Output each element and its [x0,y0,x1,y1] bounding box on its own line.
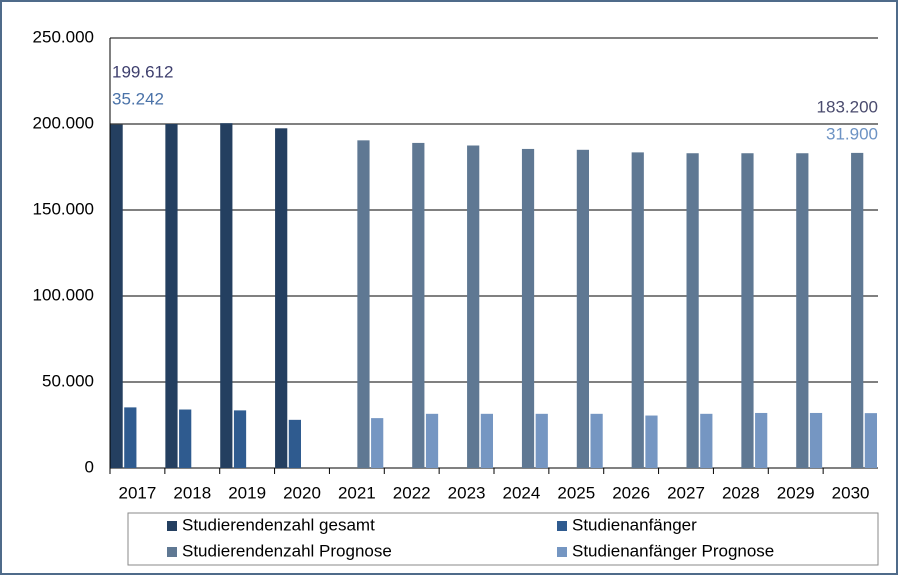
x-tick-label: 2017 [119,483,157,502]
x-tick-label: 2025 [557,483,595,502]
bar [535,413,548,468]
y-tick-label: 150.000 [33,199,94,218]
bar [124,407,137,468]
y-tick-label: 100.000 [33,285,94,304]
y-tick-label: 200.000 [33,113,94,132]
bar [631,152,644,468]
x-tick-label: 2026 [612,483,650,502]
legend-label: Studierendenzahl Prognose [182,541,392,560]
bar [700,413,713,468]
bar [521,148,535,468]
legend-swatch [557,547,567,557]
bar [179,409,192,468]
legend-box [127,512,879,566]
bar [165,124,178,468]
data-label: 31.900 [826,124,878,143]
bar [425,413,439,468]
bar [686,153,699,469]
x-tick-label: 2023 [448,483,486,502]
bar [851,152,864,468]
legend-swatch [167,521,177,531]
legend-label: Studienanfänger [572,515,697,534]
legend-swatch [167,547,177,557]
bar [357,140,370,468]
bar [275,128,288,469]
x-tick-label: 2021 [338,483,376,502]
x-tick-label: 2027 [667,483,705,502]
bar [288,419,301,468]
bar [412,142,425,469]
legend-label: Studierendenzahl gesamt [182,515,375,534]
bar [590,413,603,468]
bar [110,124,123,468]
bar [220,123,233,468]
x-tick-label: 2019 [228,483,266,502]
y-tick-label: 0 [85,457,94,476]
x-tick-label: 2024 [503,483,541,502]
y-tick-label: 50.000 [42,371,94,390]
data-label: 183.200 [817,97,878,116]
bar [741,153,754,469]
x-tick-label: 2028 [722,483,760,502]
data-label: 35.242 [112,89,164,108]
x-tick-label: 2029 [777,483,815,502]
bar [371,418,384,468]
x-tick-label: 2018 [173,483,211,502]
legend-swatch [557,521,567,531]
x-tick-label: 2022 [393,483,431,502]
bar [576,149,589,469]
bar [480,413,493,468]
x-tick-label: 2030 [832,483,870,502]
bar [233,410,247,468]
data-label: 199.612 [112,62,173,81]
bar [755,412,768,468]
y-tick-label: 250.000 [33,27,94,46]
x-tick-label: 2020 [283,483,321,502]
bar [796,153,809,469]
bar [864,413,877,468]
bar [467,145,480,468]
bar [645,415,658,468]
legend-label: Studienanfänger Prognose [572,541,774,560]
bar [809,412,823,468]
